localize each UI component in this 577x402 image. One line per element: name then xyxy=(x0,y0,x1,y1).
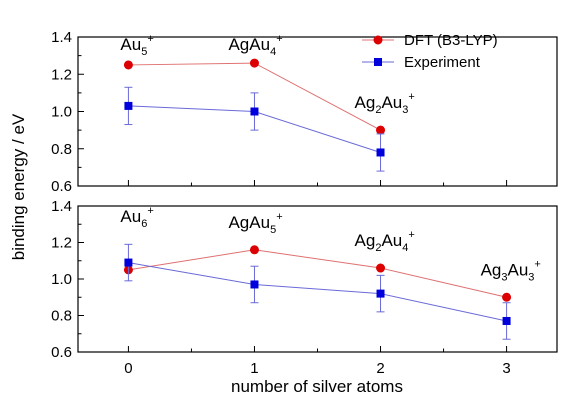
data-point xyxy=(124,101,133,110)
data-point xyxy=(376,148,385,157)
y-tick-label: 0.8 xyxy=(51,141,72,158)
legend-entry: Experiment xyxy=(362,54,481,71)
plot-frame xyxy=(77,36,558,187)
x-tick-label: 3 xyxy=(502,360,510,377)
legend-marker xyxy=(373,35,383,45)
data-point xyxy=(502,316,511,325)
legend-entry: DFT (B3-LYP) xyxy=(362,32,498,49)
series-dft xyxy=(123,245,512,302)
y-tick-label: 1.2 xyxy=(51,66,72,83)
x-axis-title: number of silver atoms xyxy=(231,377,403,396)
series-experiment xyxy=(124,243,511,340)
y-tick-label: 0.6 xyxy=(51,344,72,361)
data-point xyxy=(376,125,386,135)
data-point xyxy=(250,280,259,289)
bottom-panel: 0.6 0.8 1.0 1.2 1.4 0 1 2 3 Au6+ AgAu5+ Ag2Au4+ Ag3A… xyxy=(51,198,558,377)
data-point xyxy=(376,263,386,273)
series-experiment xyxy=(124,86,385,172)
data-point xyxy=(502,292,512,302)
series-line xyxy=(128,249,507,298)
legend-marker xyxy=(374,58,382,66)
cluster-label: Ag2Au4+ xyxy=(355,229,415,254)
x-tick-label: 1 xyxy=(250,360,258,377)
y-tick-label: 1.0 xyxy=(51,271,72,288)
cluster-label: Au5+ xyxy=(120,33,153,58)
y-tick-label: 1.0 xyxy=(51,104,72,121)
cluster-label: AgAu5+ xyxy=(228,211,282,236)
data-point xyxy=(249,245,259,255)
series-dft xyxy=(123,58,386,135)
y-axis-title: binding energy / eV xyxy=(9,113,28,260)
data-point xyxy=(123,60,133,70)
y-tick-label: 0.6 xyxy=(51,178,72,195)
series-line xyxy=(128,262,507,322)
legend-label: Experiment xyxy=(404,54,481,71)
top-panel: 0.6 0.8 1.0 1.2 1.4 Au5+ AgAu4+ Ag2Au3+ xyxy=(51,29,558,195)
cluster-label: Ag3Au3+ xyxy=(481,258,541,283)
x-tick-label: 2 xyxy=(376,360,384,377)
legend-label: DFT (B3-LYP) xyxy=(404,32,498,49)
y-tick-label: 1.4 xyxy=(51,198,72,215)
x-tick-label: 0 xyxy=(124,360,132,377)
cluster-label: AgAu4+ xyxy=(228,33,282,58)
y-tick-label: 0.8 xyxy=(51,308,72,325)
data-point xyxy=(376,289,385,298)
cluster-label: Au6+ xyxy=(120,205,153,230)
data-point xyxy=(124,258,133,267)
data-point xyxy=(250,107,259,116)
legend: DFT (B3-LYP) Experiment xyxy=(362,32,498,71)
cluster-label: Ag2Au3+ xyxy=(355,91,415,116)
y-tick-label: 1.4 xyxy=(51,29,72,46)
data-point xyxy=(249,58,259,68)
y-tick-label: 1.2 xyxy=(51,235,72,252)
